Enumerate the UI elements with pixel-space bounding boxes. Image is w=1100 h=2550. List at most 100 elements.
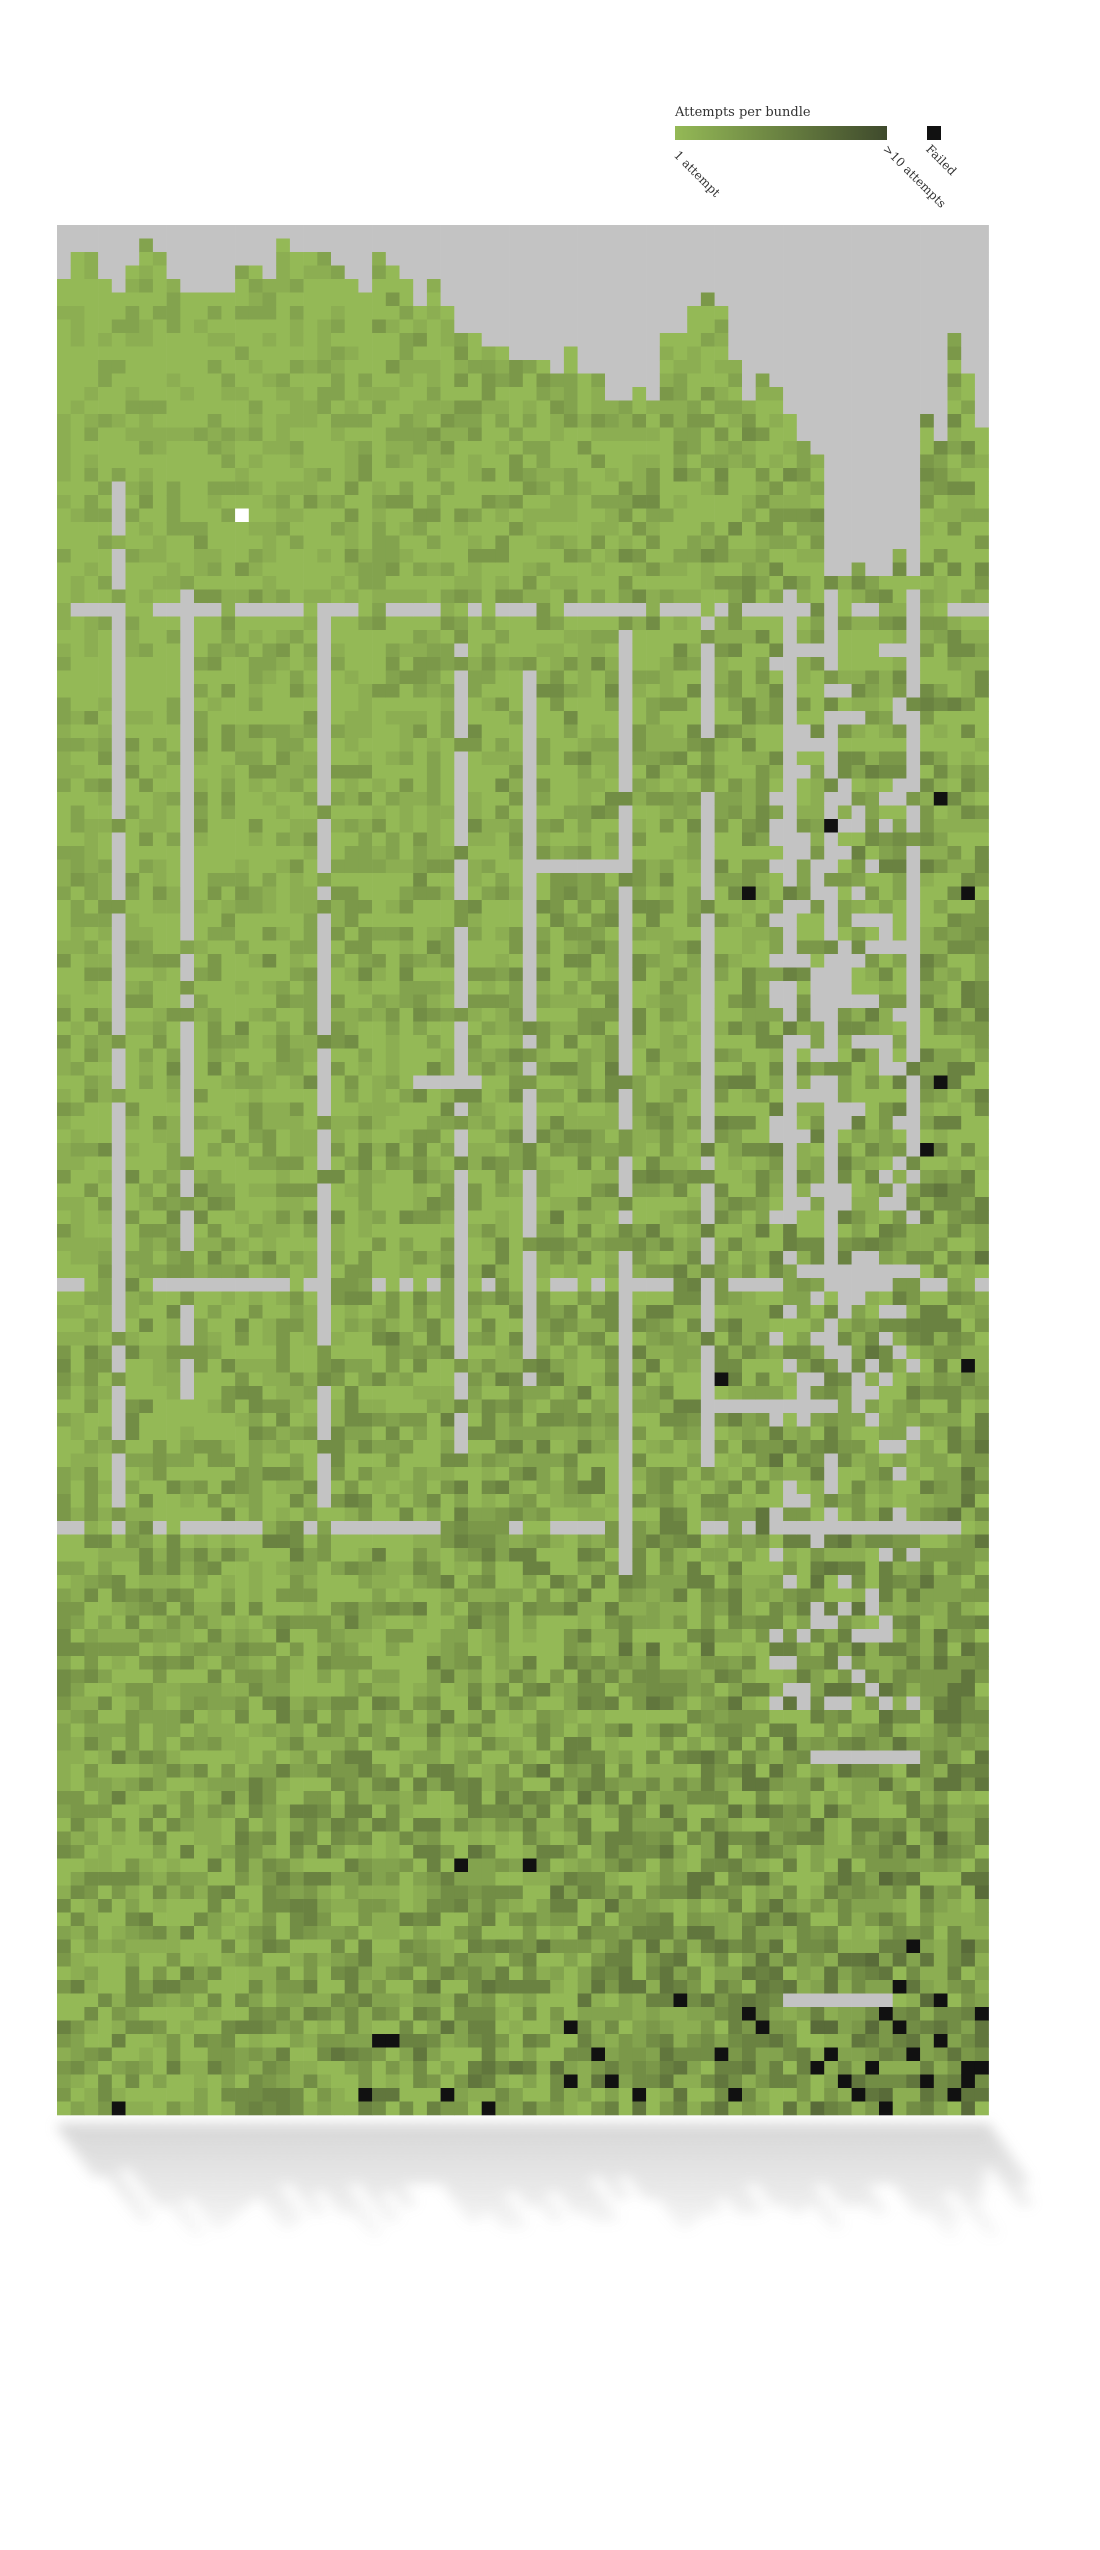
heatmap-cell xyxy=(98,805,113,820)
heatmap-cell xyxy=(98,1966,113,1981)
heatmap-cell xyxy=(139,1669,154,1684)
heatmap-cell xyxy=(152,1021,167,1036)
heatmap-cell xyxy=(125,1764,140,1778)
heatmap-cell xyxy=(125,1426,140,1441)
heatmap-cell xyxy=(111,643,126,658)
heatmap-cell xyxy=(139,1143,154,1157)
heatmap-cell xyxy=(84,535,99,550)
heatmap-cell xyxy=(84,738,99,752)
heatmap-cell xyxy=(111,441,126,455)
heatmap-cell xyxy=(84,1453,99,1468)
heatmap-cell xyxy=(139,765,154,779)
heatmap-cell xyxy=(84,549,99,563)
heatmap-cell xyxy=(98,549,113,563)
heatmap-cell xyxy=(111,1467,126,1481)
heatmap-cell xyxy=(139,1588,154,1603)
heatmap-cell xyxy=(139,697,154,712)
heatmap-cell xyxy=(98,792,113,806)
heatmap-cell xyxy=(57,1791,71,1805)
heatmap-cell xyxy=(139,1534,154,1549)
heatmap-cell xyxy=(70,765,85,779)
heatmap-cell xyxy=(57,1197,71,1211)
heatmap-cell xyxy=(111,994,126,1009)
heatmap-cell xyxy=(70,630,85,644)
heatmap-cell xyxy=(125,1305,140,1319)
heatmap-cell xyxy=(152,954,167,968)
heatmap-cell xyxy=(57,1575,71,1589)
heatmap-cell xyxy=(152,711,167,725)
heatmap-cell xyxy=(57,940,71,955)
heatmap-cell xyxy=(98,1534,113,1549)
heatmap-cell xyxy=(111,1575,126,1589)
heatmap-cell xyxy=(125,697,140,712)
heatmap-cell xyxy=(111,481,126,496)
heatmap-cell xyxy=(139,1926,154,1940)
heatmap-cell xyxy=(125,346,140,361)
heatmap-cell xyxy=(84,1710,99,1724)
heatmap-cell xyxy=(139,1872,154,1886)
heatmap-cell xyxy=(70,1750,85,1765)
heatmap-cell xyxy=(152,724,167,739)
heatmap-cell xyxy=(84,1507,99,1522)
heatmap-cell xyxy=(152,1102,167,1117)
heatmap-cell xyxy=(84,1899,99,1913)
heatmap-cell xyxy=(98,1156,113,1171)
heatmap-cell xyxy=(111,1453,126,1468)
heatmap-cell xyxy=(111,1750,126,1765)
heatmap-cell xyxy=(111,1534,126,1549)
heatmap-cell xyxy=(139,1440,154,1454)
heatmap-cell xyxy=(57,1737,71,1751)
heatmap-cell xyxy=(57,1926,71,1940)
heatmap-cell xyxy=(84,1075,99,1090)
heatmap-cell xyxy=(152,967,167,982)
heatmap-cell xyxy=(70,1629,85,1643)
heatmap-cell xyxy=(57,1237,71,1252)
heatmap-cell xyxy=(125,1980,140,1994)
heatmap-cell xyxy=(111,1696,126,1711)
heatmap-cell xyxy=(98,1561,113,1576)
heatmap-cell xyxy=(98,414,113,428)
heatmap-cell xyxy=(139,1575,154,1589)
heatmap-cell xyxy=(139,657,154,671)
heatmap-cell xyxy=(139,1710,154,1724)
heatmap-cell xyxy=(111,2074,126,2089)
heatmap-cell xyxy=(57,886,71,901)
heatmap-cell xyxy=(139,670,154,685)
heatmap-cell xyxy=(139,1818,154,1832)
heatmap-cell xyxy=(84,724,99,739)
heatmap-cell xyxy=(111,1993,126,2008)
heatmap-cell xyxy=(98,522,113,536)
heatmap-cell xyxy=(152,454,167,469)
heatmap-cell xyxy=(125,2047,140,2062)
heatmap-cell xyxy=(111,1143,126,1157)
heatmap-cell xyxy=(125,1696,140,1711)
heatmap-cell xyxy=(84,1278,99,1292)
heatmap-cell xyxy=(57,2034,71,2048)
heatmap-cell xyxy=(152,1534,167,1549)
heatmap-cell xyxy=(125,1791,140,1805)
heatmap-cell xyxy=(84,2047,99,2062)
heatmap-cell xyxy=(57,2101,71,2116)
heatmap-cell xyxy=(139,1426,154,1441)
heatmap-cell xyxy=(125,481,140,496)
heatmap-cell xyxy=(57,481,71,496)
heatmap-cell xyxy=(152,940,167,955)
heatmap-cell xyxy=(84,1197,99,1211)
heatmap-cell xyxy=(152,1197,167,1211)
heatmap-cell xyxy=(125,333,140,347)
heatmap-cell xyxy=(152,252,167,266)
heatmap-cell xyxy=(125,616,140,631)
heatmap-cell xyxy=(70,1615,85,1630)
heatmap-cell xyxy=(139,2074,154,2089)
heatmap-cell xyxy=(125,1332,140,1346)
heatmap-cell xyxy=(139,319,154,334)
heatmap-cell xyxy=(98,1521,113,1535)
heatmap-cell xyxy=(152,400,167,415)
heatmap-cell xyxy=(57,873,71,887)
heatmap-cell xyxy=(84,1413,99,1427)
heatmap-cell xyxy=(57,1777,71,1792)
heatmap-cell xyxy=(139,265,154,280)
heatmap-cell xyxy=(125,1845,140,1859)
heatmap-cell xyxy=(139,306,154,320)
heatmap-cell xyxy=(70,2074,85,2089)
